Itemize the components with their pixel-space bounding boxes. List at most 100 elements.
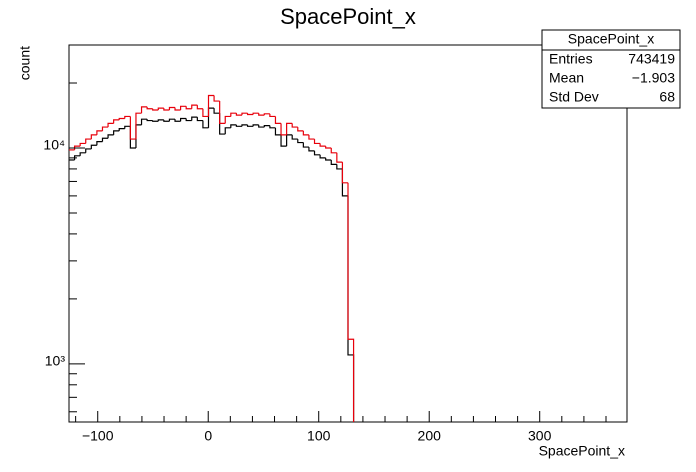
stats-label: Std Dev	[549, 89, 599, 105]
histogram-bin	[118, 127, 125, 131]
histogram-bin	[319, 154, 326, 159]
histogram-bin	[157, 119, 164, 122]
histogram-bin	[135, 112, 142, 140]
histogram-bin	[191, 104, 198, 109]
histogram-bin	[302, 130, 309, 136]
histogram-bin	[246, 124, 254, 127]
stats-label: Mean	[549, 70, 584, 86]
histogram-bin	[274, 127, 282, 136]
histogram-bin	[224, 115, 231, 124]
histogram-bin	[96, 141, 103, 146]
histogram-bin	[168, 118, 176, 122]
histogram-bin	[163, 108, 170, 111]
histogram-bin	[152, 108, 159, 111]
histogram-bin	[336, 152, 343, 163]
histogram-bin	[246, 113, 254, 116]
histogram-bin	[213, 95, 220, 102]
histogram-bin	[79, 142, 86, 147]
y-tick-label: 10³	[45, 353, 66, 369]
histogram-bin	[168, 106, 176, 110]
stats-frame	[541, 29, 681, 109]
histogram-bin	[96, 130, 103, 135]
histogram-bin	[258, 113, 265, 116]
histogram-bin	[152, 120, 159, 122]
x-tick-label: 0	[204, 428, 212, 444]
histogram-bin	[101, 126, 109, 131]
x-tick-label: 200	[418, 428, 442, 444]
histogram-bin	[146, 119, 153, 122]
histogram-bin	[191, 116, 198, 121]
histogram-bin	[297, 139, 304, 144]
histogram-bin	[196, 117, 203, 122]
histogram-bin	[330, 148, 337, 154]
histogram-bin	[325, 157, 332, 161]
x-tick-label: 100	[307, 428, 331, 444]
histogram-bin	[219, 101, 226, 125]
histogram-bin	[291, 134, 298, 140]
histogram-bin	[280, 123, 287, 136]
histogram-bin	[124, 115, 131, 119]
histogram-bin	[118, 117, 125, 120]
histogram-bin	[280, 134, 287, 147]
stats-title: SpacePoint_x	[568, 31, 654, 47]
histogram-bin	[241, 124, 248, 127]
histogram-bin	[202, 120, 209, 129]
histogram-bin	[347, 182, 355, 422]
histogram-bin	[263, 124, 270, 128]
x-tick-label: 300	[528, 428, 552, 444]
histogram-bin	[230, 112, 237, 117]
histogram-bin	[140, 118, 148, 125]
y-tick-label: 10⁴	[43, 137, 65, 153]
histogram-bin	[157, 107, 164, 110]
histogram-bin	[79, 152, 86, 156]
histogram-bin	[185, 106, 192, 110]
histogram-bin	[230, 124, 237, 128]
histogram-bin	[185, 118, 192, 122]
stats-value: −1.903	[632, 70, 675, 86]
histogram-bin	[85, 138, 92, 144]
histogram-bin	[302, 142, 309, 148]
histogram-bin	[308, 147, 315, 152]
histogram-bin	[252, 112, 259, 115]
histogram-bin	[286, 122, 293, 135]
histogram-bin	[252, 124, 259, 127]
histogram-bin	[146, 106, 153, 110]
histogram-bin	[330, 159, 337, 165]
stats-value: 68	[659, 89, 675, 105]
histogram-bin	[107, 122, 114, 128]
histogram-bin	[174, 107, 181, 111]
histogram-bin	[207, 94, 215, 117]
histogram-bin	[235, 124, 242, 127]
histogram-bin	[107, 134, 114, 139]
histogram-bin	[73, 155, 81, 160]
histogram-bin	[163, 119, 170, 122]
histogram-bin	[241, 112, 248, 116]
histogram-bin	[313, 139, 321, 145]
histogram-bin	[325, 146, 332, 149]
histogram-bin	[297, 127, 304, 132]
y-axis-label: count	[17, 46, 33, 80]
histogram-bin	[180, 105, 187, 110]
histogram-bin	[319, 143, 326, 147]
histogram-bin	[124, 125, 131, 129]
histogram-bin	[85, 148, 92, 153]
histogram-bin	[274, 116, 282, 125]
histogram-bin	[174, 119, 181, 122]
histogram-bin	[308, 134, 315, 140]
histogram-bin	[73, 145, 81, 150]
histogram-bin	[180, 117, 187, 122]
histogram-bin	[258, 124, 265, 128]
stats-box: SpacePoint_x Entries 743419 Mean −1.903 Std …	[541, 29, 681, 109]
histogram-bin	[113, 130, 120, 135]
x-axis-label: SpacePoint_x	[539, 443, 625, 459]
histogram-bin	[90, 134, 97, 140]
chart-title: SpacePoint_x	[280, 4, 416, 29]
histogram-bin	[202, 108, 209, 118]
histogram-bin	[101, 137, 109, 142]
histogram-bin	[269, 113, 276, 118]
x-tick-label: −100	[82, 428, 114, 444]
histogram-bin	[341, 162, 348, 184]
histogram-bin	[213, 108, 220, 114]
histogram-bin	[196, 105, 203, 110]
